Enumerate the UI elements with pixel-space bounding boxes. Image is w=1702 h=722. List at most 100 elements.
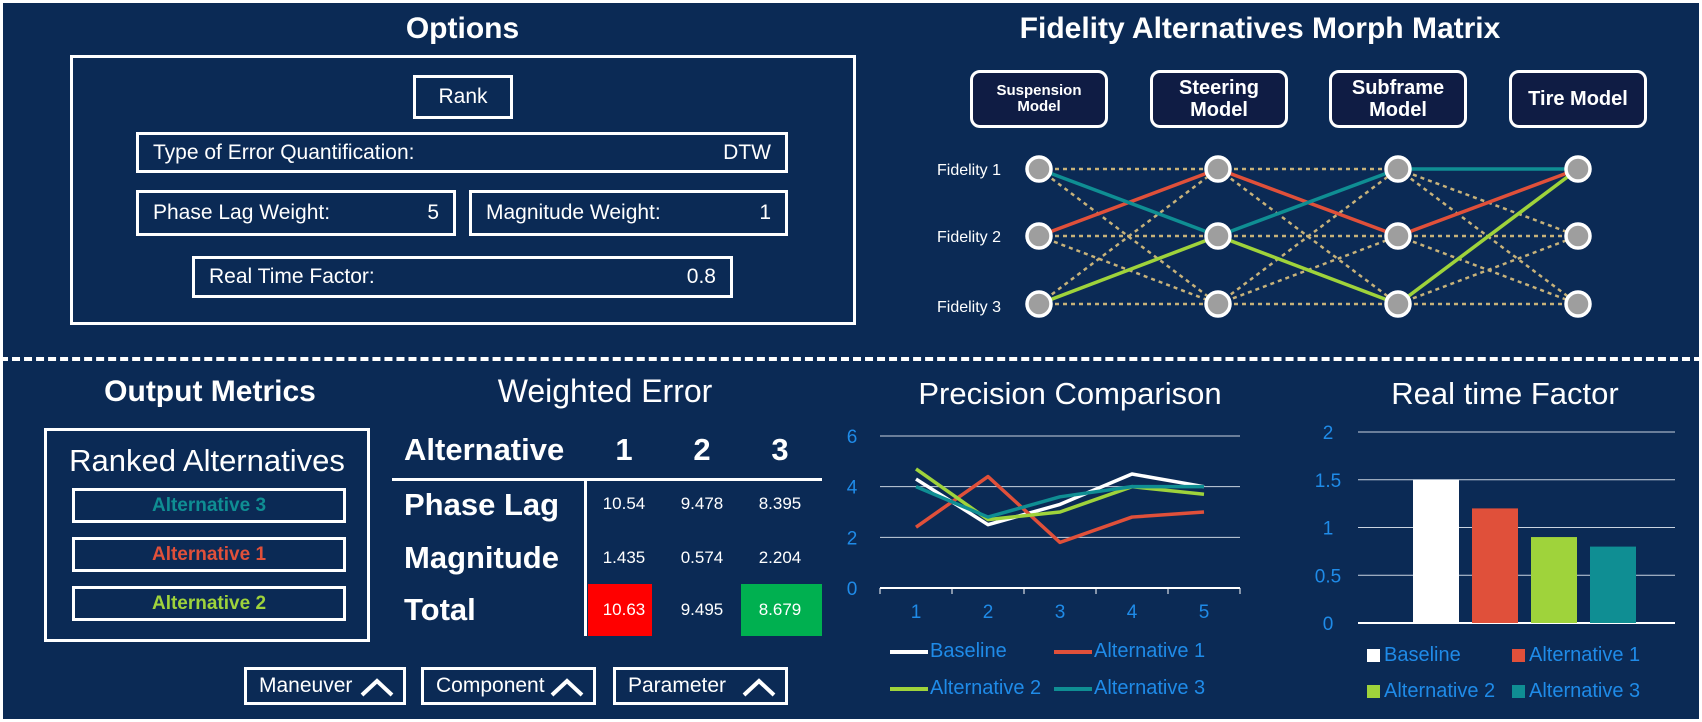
phase-lag-weight-value: 5 <box>427 201 439 224</box>
legend-baseline: Baseline <box>890 640 1007 663</box>
legend-label: Alternative 3 <box>1529 680 1641 702</box>
morph-node <box>1384 155 1412 183</box>
legend-bar-alternative-3: Alternative 3 <box>1512 680 1640 703</box>
maneuver-button-label: Maneuver <box>259 674 353 697</box>
morph-path-segment <box>1038 167 1219 238</box>
legend-swatch <box>1512 685 1525 698</box>
component-button[interactable]: Component <box>421 667 596 705</box>
legend-alternative-1: Alternative 1 <box>1054 640 1205 663</box>
fidelity-2-label: Fidelity 2 <box>937 229 1002 246</box>
row-label-total: Total <box>404 592 476 627</box>
legend-label: Alternative 3 <box>1094 677 1206 699</box>
legend-swatch <box>1054 686 1092 691</box>
options-title: Options <box>405 12 520 45</box>
legend-swatch <box>1367 685 1380 698</box>
x-tick-label: 1 <box>911 602 922 623</box>
phase-lag-weight-field[interactable]: Phase Lag Weight: 5 <box>136 190 456 236</box>
bar <box>1531 537 1577 623</box>
morph-node <box>1025 222 1053 250</box>
morph-matrix-graph <box>1025 155 1592 318</box>
cell-magnitude-2: 0.574 <box>680 548 724 567</box>
row-label-phase-lag: Phase Lag <box>404 487 560 522</box>
fidelity-1-label: Fidelity 1 <box>937 162 1002 179</box>
cell-magnitude-1: 1.435 <box>602 548 646 567</box>
chevron-up-icon <box>360 678 394 697</box>
morph-dotted-connection <box>1038 168 1219 305</box>
morph-node <box>1025 290 1053 318</box>
y-tick-label: 1.5 <box>1315 471 1341 492</box>
legend-label: Alternative 2 <box>1384 680 1496 702</box>
chevron-up-icon <box>550 678 584 697</box>
legend-label: Baseline <box>1384 644 1461 666</box>
rtf-chart-title: Real time Factor <box>1391 376 1619 411</box>
component-button-label: Component <box>436 674 545 697</box>
total-worst-highlight <box>588 584 652 636</box>
error-type-value: DTW <box>723 140 771 164</box>
morph-path-segment <box>1397 167 1579 238</box>
rank-button[interactable]: Rank <box>413 75 513 119</box>
morph-path-segment <box>1396 167 1580 306</box>
series-line <box>915 484 1204 519</box>
morph-matrix-title: Fidelity Alternatives Morph Matrix <box>1019 12 1501 45</box>
y-tick-label: 0 <box>847 579 858 600</box>
x-tick-label: 5 <box>1199 602 1210 623</box>
morph-node <box>1564 155 1592 183</box>
y-tick-label: 2 <box>847 528 858 549</box>
morph-node <box>1204 290 1232 318</box>
cell-total-3: 8.679 <box>758 600 802 619</box>
options-panel <box>70 55 856 325</box>
ranked-item-2[interactable]: Alternative 1 <box>72 537 346 572</box>
y-tick-label: 4 <box>847 478 858 499</box>
header-col-2: 2 <box>693 432 711 467</box>
series-line <box>914 467 1205 522</box>
component-subframe-model[interactable]: Subframe Model <box>1329 70 1467 128</box>
legend-bar-baseline: Baseline <box>1367 644 1461 667</box>
cell-phase-lag-2: 9.478 <box>680 494 724 513</box>
ranked-item-3[interactable]: Alternative 2 <box>72 586 346 621</box>
y-tick-label: 6 <box>847 427 858 448</box>
section-divider <box>0 357 1702 361</box>
morph-node <box>1384 222 1412 250</box>
maneuver-button[interactable]: Maneuver <box>244 667 406 705</box>
morph-path-segment <box>1038 234 1219 306</box>
precision-chart-title: Precision Comparison <box>918 376 1222 411</box>
legend-bar-alternative-2: Alternative 2 <box>1367 680 1495 703</box>
magnitude-weight-label: Magnitude Weight: <box>486 201 661 224</box>
parameter-button[interactable]: Parameter <box>613 667 788 705</box>
legend-swatch <box>1512 649 1525 662</box>
legend-swatch <box>890 686 928 691</box>
x-tick-label: 2 <box>983 602 994 623</box>
real-time-factor-value: 0.8 <box>686 265 716 288</box>
x-tick-label: 4 <box>1127 602 1138 623</box>
bar <box>1413 479 1459 623</box>
legend-swatch <box>1367 649 1380 662</box>
legend-label: Alternative 1 <box>1529 644 1641 666</box>
morph-path-segment <box>1217 167 1399 238</box>
header-col-1: 1 <box>615 432 633 467</box>
ranked-item-1[interactable]: Alternative 3 <box>72 488 346 523</box>
morph-node <box>1564 290 1592 318</box>
real-time-factor-field[interactable]: Real Time Factor: 0.8 <box>192 256 733 298</box>
real-time-factor-label: Real Time Factor: <box>209 265 375 288</box>
morph-dotted-connection <box>1397 234 1579 306</box>
row-label-magnitude: Magnitude <box>404 540 559 575</box>
bar <box>1472 508 1518 623</box>
chevron-up-icon <box>742 678 776 697</box>
cell-total-1: 10.63 <box>602 600 646 619</box>
component-suspension-model[interactable]: Suspension Model <box>970 70 1108 128</box>
component-tire-model[interactable]: Tire Model <box>1509 70 1647 128</box>
component-steering-model[interactable]: Steering Model <box>1150 70 1288 128</box>
morph-node <box>1025 155 1053 183</box>
total-best-highlight <box>741 584 822 636</box>
legend-label: Alternative 1 <box>1094 640 1206 662</box>
precision-comparison-chart: 0 2 4 6 1 2 3 4 5 <box>847 427 1241 623</box>
y-tick-label: 2 <box>1323 423 1334 444</box>
morph-node <box>1204 222 1232 250</box>
error-type-field[interactable]: Type of Error Quantification: DTW <box>136 132 788 173</box>
legend-bar-alternative-1: Alternative 1 <box>1512 644 1640 667</box>
cell-phase-lag-1: 10.54 <box>602 494 646 513</box>
table-column-rule <box>584 478 587 636</box>
y-tick-label: 0 <box>1323 614 1334 635</box>
magnitude-weight-field[interactable]: Magnitude Weight: 1 <box>469 190 788 236</box>
real-time-factor-chart: 0 0.5 1 1.5 2 <box>1315 423 1675 635</box>
